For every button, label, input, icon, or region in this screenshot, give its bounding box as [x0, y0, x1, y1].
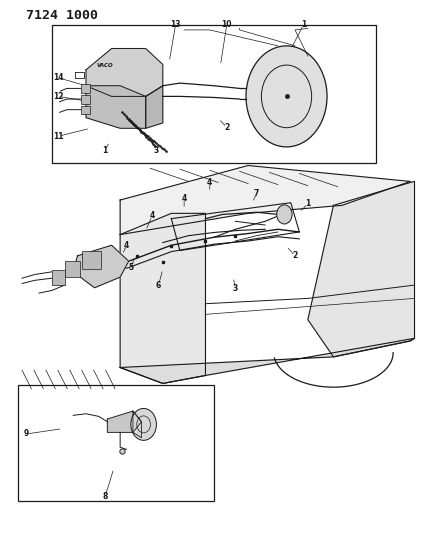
Text: 6: 6 [156, 280, 161, 289]
Text: 13: 13 [170, 20, 181, 29]
Polygon shape [308, 181, 414, 357]
Bar [81, 106, 90, 115]
Bar [18, 384, 214, 502]
Text: 4: 4 [124, 241, 129, 250]
Polygon shape [146, 86, 163, 128]
Bar [65, 261, 80, 277]
Text: 11: 11 [53, 132, 63, 141]
Bar [52, 270, 65, 285]
Bar [81, 95, 90, 104]
Text: 8: 8 [103, 491, 108, 500]
Text: 10: 10 [222, 20, 232, 29]
Text: 4: 4 [181, 194, 187, 203]
Text: 2: 2 [224, 123, 229, 132]
Circle shape [277, 205, 292, 224]
Bar [81, 84, 90, 93]
Text: 14: 14 [53, 73, 63, 82]
Polygon shape [120, 213, 205, 383]
Text: 5: 5 [128, 263, 134, 272]
Circle shape [246, 46, 327, 147]
Polygon shape [120, 338, 414, 383]
Text: 1: 1 [103, 146, 108, 155]
Text: 1: 1 [305, 199, 310, 208]
Bar [52, 25, 376, 163]
Polygon shape [86, 86, 146, 128]
Text: 2: 2 [292, 252, 298, 260]
Text: 9: 9 [24, 430, 29, 439]
Circle shape [131, 408, 156, 440]
Bar [82, 251, 101, 269]
Text: 4: 4 [149, 212, 155, 221]
Text: 7124 1000: 7124 1000 [26, 9, 98, 22]
Text: VACO: VACO [97, 63, 113, 68]
Polygon shape [120, 165, 410, 235]
Polygon shape [86, 49, 163, 96]
Text: 3: 3 [233, 284, 238, 293]
Polygon shape [107, 411, 142, 432]
Text: 7: 7 [254, 189, 259, 198]
Text: 12: 12 [53, 92, 63, 101]
Text: 1: 1 [301, 20, 306, 29]
Text: 3: 3 [154, 146, 159, 155]
Polygon shape [133, 411, 142, 438]
Polygon shape [73, 245, 129, 288]
Text: 4: 4 [207, 178, 212, 187]
